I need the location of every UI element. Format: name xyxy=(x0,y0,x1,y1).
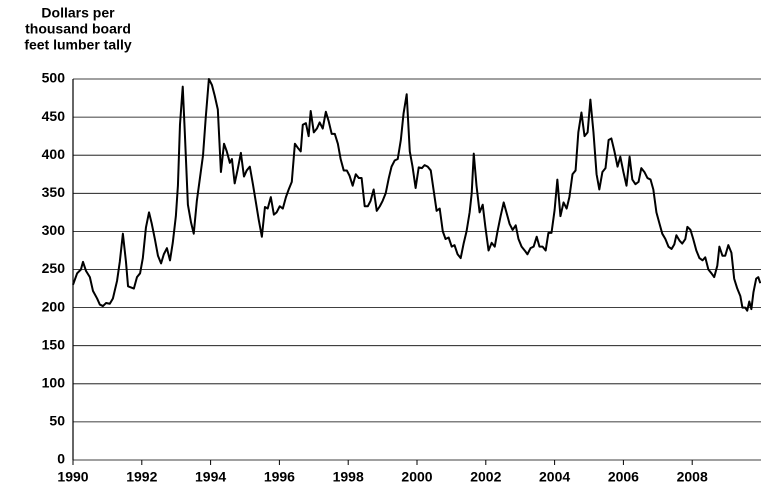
y-axis-label: thousand board xyxy=(25,21,131,37)
y-tick-label: 150 xyxy=(42,336,66,352)
x-tick-label: 2000 xyxy=(401,469,432,485)
y-tick-label: 200 xyxy=(42,298,66,314)
x-tick-label: 1994 xyxy=(195,469,226,485)
data-line xyxy=(72,78,761,312)
y-tick-label: 350 xyxy=(42,184,66,200)
x-tick-label: 1990 xyxy=(57,469,88,485)
y-axis-label: Dollars per xyxy=(41,5,115,21)
y-tick-label: 250 xyxy=(42,260,66,276)
y-tick-label: 100 xyxy=(42,375,66,391)
y-tick-label: 50 xyxy=(49,413,65,429)
x-tick-label: 2008 xyxy=(677,469,708,485)
y-tick-label: 300 xyxy=(42,222,66,238)
x-tick-label: 2002 xyxy=(470,469,501,485)
x-tick-label: 1996 xyxy=(264,469,295,485)
x-tick-label: 1998 xyxy=(333,469,364,485)
y-tick-label: 0 xyxy=(57,451,65,467)
y-tick-label: 450 xyxy=(42,108,66,124)
y-axis-label: feet lumber tally xyxy=(24,37,132,53)
y-tick-label: 500 xyxy=(42,70,66,86)
x-tick-label: 2006 xyxy=(608,469,639,485)
x-tick-label: 1992 xyxy=(126,469,157,485)
y-tick-label: 400 xyxy=(42,146,66,162)
x-tick-label: 2004 xyxy=(539,469,570,485)
